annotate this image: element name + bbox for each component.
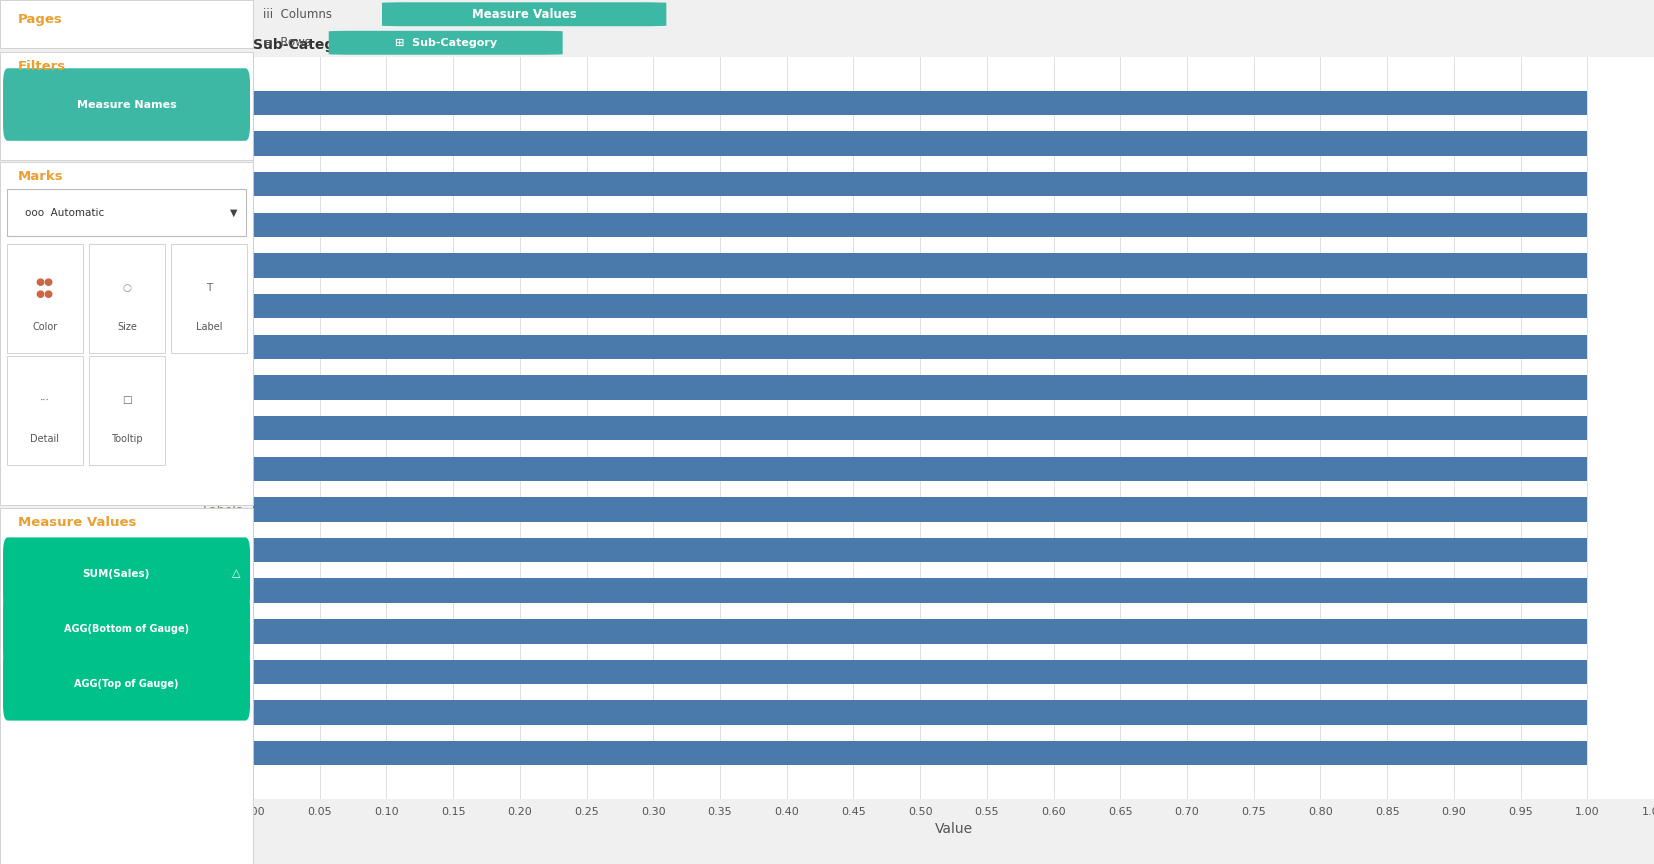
Text: ▼: ▼ <box>230 207 238 218</box>
Text: iii  Columns: iii Columns <box>263 8 332 21</box>
FancyBboxPatch shape <box>0 0 253 48</box>
Bar <box>253 416 1588 441</box>
Text: T: T <box>207 283 212 293</box>
FancyBboxPatch shape <box>0 508 253 864</box>
Bar <box>253 253 1588 277</box>
Text: ⋅⋅⋅: ⋅⋅⋅ <box>40 395 50 405</box>
FancyBboxPatch shape <box>382 3 667 26</box>
FancyBboxPatch shape <box>7 244 83 353</box>
FancyBboxPatch shape <box>172 244 248 353</box>
FancyBboxPatch shape <box>7 356 83 465</box>
Text: △: △ <box>232 569 240 579</box>
Text: AGG(Bottom of Gauge): AGG(Bottom of Gauge) <box>65 624 189 634</box>
FancyBboxPatch shape <box>329 31 562 54</box>
Text: Sub-Category: Sub-Category <box>253 38 361 52</box>
Text: Color: Color <box>33 322 58 332</box>
Text: Measure Values: Measure Values <box>18 516 136 530</box>
FancyBboxPatch shape <box>3 593 250 665</box>
Bar <box>253 456 1588 481</box>
FancyBboxPatch shape <box>0 52 253 160</box>
Text: Tooltip: Tooltip <box>111 435 142 444</box>
Text: ⊞  Sub-Category: ⊞ Sub-Category <box>395 38 496 48</box>
Text: Measure Names: Measure Names <box>76 99 177 110</box>
FancyBboxPatch shape <box>89 356 165 465</box>
FancyBboxPatch shape <box>3 68 250 141</box>
FancyBboxPatch shape <box>89 244 165 353</box>
FancyBboxPatch shape <box>3 648 250 721</box>
Bar <box>253 213 1588 237</box>
Bar <box>253 131 1588 156</box>
X-axis label: Value: Value <box>935 823 973 836</box>
Text: ≡  Rows: ≡ Rows <box>263 36 311 49</box>
FancyBboxPatch shape <box>3 537 250 610</box>
Bar <box>253 375 1588 400</box>
Text: Size: Size <box>117 322 137 332</box>
Bar <box>253 294 1588 318</box>
FancyBboxPatch shape <box>7 189 246 236</box>
Bar <box>253 334 1588 359</box>
Text: AGG(Top of Gauge): AGG(Top of Gauge) <box>74 679 179 689</box>
Bar <box>253 619 1588 644</box>
Text: Marks: Marks <box>18 169 63 183</box>
Text: Detail: Detail <box>30 435 60 444</box>
Text: ○: ○ <box>122 283 132 293</box>
Text: ооо  Automatic: ооо Automatic <box>25 207 104 218</box>
Bar <box>253 741 1588 766</box>
FancyBboxPatch shape <box>0 162 253 505</box>
Text: SUM(Sales): SUM(Sales) <box>83 569 151 579</box>
Bar <box>253 172 1588 196</box>
Text: Label: Label <box>197 322 223 332</box>
Text: Pages: Pages <box>18 12 63 26</box>
Text: Measure Values: Measure Values <box>471 8 577 21</box>
Bar <box>253 579 1588 603</box>
Text: Filters: Filters <box>18 60 66 73</box>
Bar <box>253 91 1588 115</box>
Bar <box>253 701 1588 725</box>
Bar <box>253 497 1588 522</box>
Bar <box>253 538 1588 562</box>
Text: ●●
●●: ●● ●● <box>36 277 55 299</box>
Bar <box>253 660 1588 684</box>
Text: □: □ <box>122 395 132 405</box>
